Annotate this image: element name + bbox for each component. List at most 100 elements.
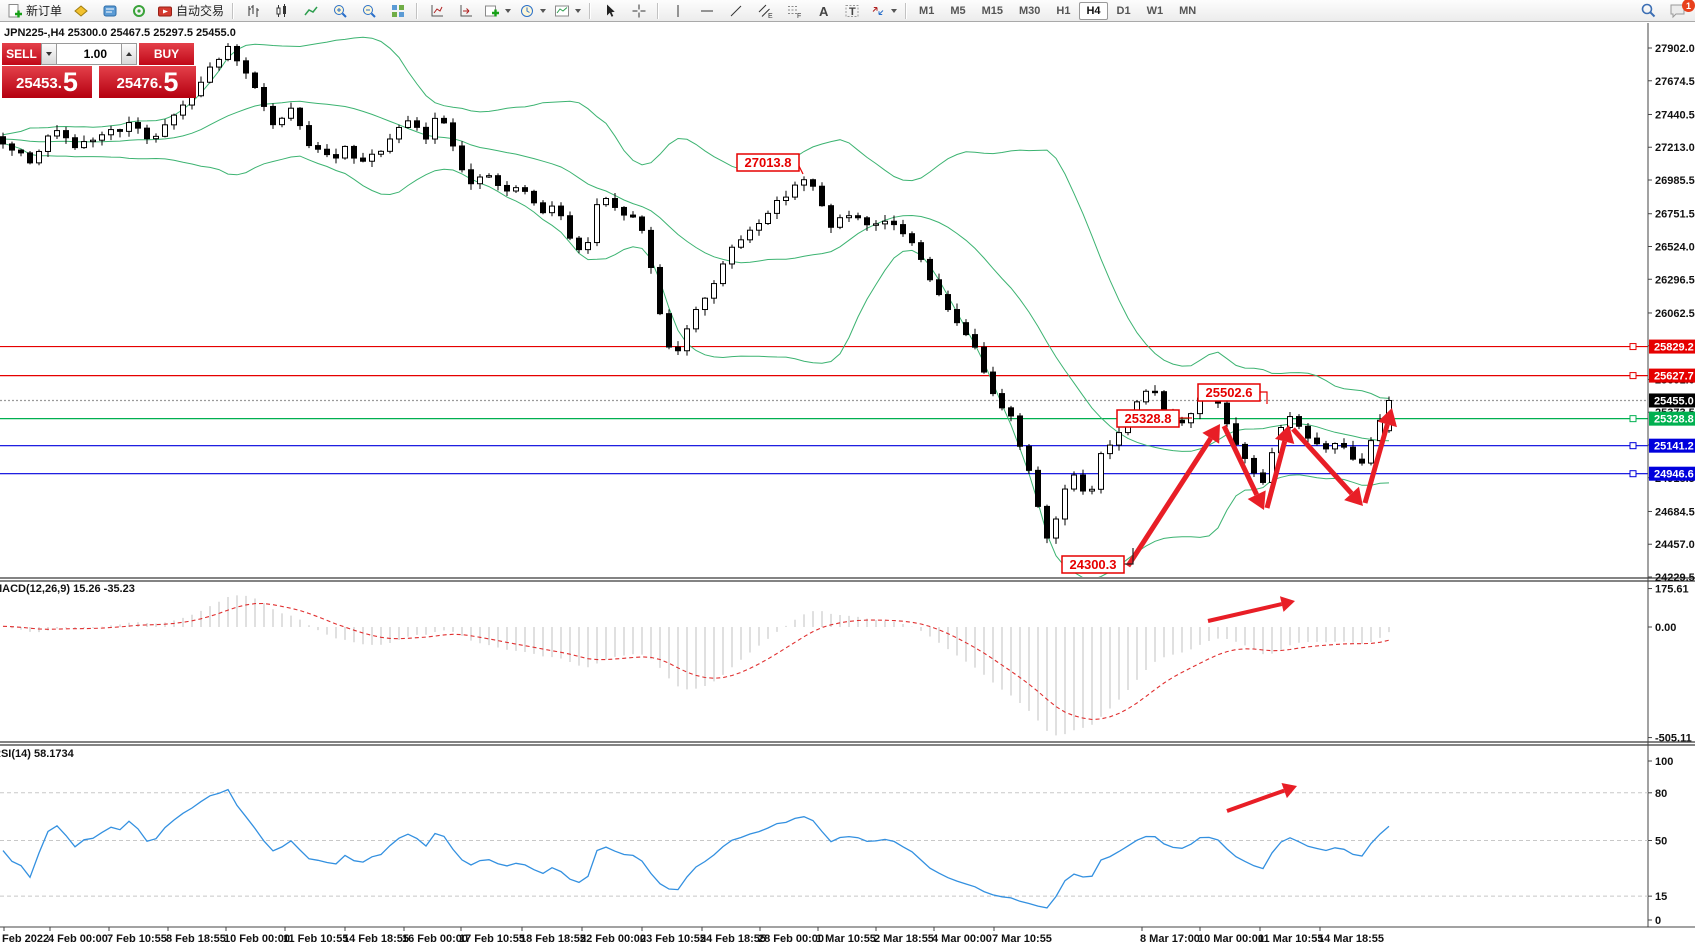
add-indicator-icon [485, 5, 500, 16]
svg-text:24229.5: 24229.5 [1655, 572, 1695, 584]
bollinger-lower-band [2, 142, 1390, 577]
periods-button[interactable] [515, 0, 550, 21]
symbol-ohlc-info: JPN225-,H4 25300.0 25467.5 25297.5 25455… [4, 27, 236, 39]
buy-price-display[interactable]: 25476. 5 [99, 66, 196, 98]
svg-text:25141.2: 25141.2 [1654, 441, 1694, 453]
horizontal-level-lines[interactable] [0, 343, 1648, 478]
timeframe-m5-button[interactable]: M5 [950, 4, 966, 17]
price-annotations[interactable]: 27013.8 25502.6 25328.8 24300.3 [736, 153, 1268, 574]
line-handle[interactable] [1629, 372, 1637, 380]
trend-arrow[interactable] [1125, 436, 1213, 568]
svg-text:7 Mar 10:55: 7 Mar 10:55 [992, 933, 1052, 945]
trend-arrow[interactable] [1362, 423, 1390, 504]
sell-price-display[interactable]: 25453. 5 [2, 66, 92, 98]
chart-shift-icon [431, 4, 443, 16]
editor-icon [73, 4, 88, 17]
volume-decrease-button[interactable] [41, 43, 57, 65]
chart-candles-button[interactable] [267, 0, 296, 21]
annotation-box[interactable] [1197, 383, 1261, 402]
svg-text:8 Mar 17:00: 8 Mar 17:00 [1140, 933, 1200, 945]
add-indicator-button[interactable] [480, 0, 515, 21]
trend-arrows[interactable] [1125, 408, 1397, 813]
svg-text:T: T [849, 6, 856, 18]
tile-windows-button[interactable] [383, 0, 412, 21]
annotation-box[interactable] [1061, 555, 1125, 574]
svg-text:8 Feb 18:55: 8 Feb 18:55 [166, 933, 226, 945]
trend-arrow[interactable] [1264, 440, 1288, 509]
macd-axis[interactable]: 175.61 0.00 -505.11 [1648, 584, 1692, 745]
bollinger-upper-band [2, 36, 1390, 399]
dropdown-caret [540, 8, 547, 13]
svg-text:27440.5: 27440.5 [1655, 109, 1695, 121]
line-handle[interactable] [1629, 415, 1637, 423]
toolbar-separator [589, 2, 592, 19]
signals-button[interactable] [124, 0, 153, 21]
fibonacci-tool-button[interactable]: F [779, 0, 808, 21]
autotrading-icon [158, 6, 173, 16]
chart-autoscroll-button[interactable] [451, 0, 480, 21]
new-order-button[interactable]: 新订单 [3, 0, 66, 21]
timeframe-mn-button[interactable]: MN [1179, 4, 1197, 17]
annotation-box[interactable] [1116, 409, 1180, 428]
search-button[interactable] [1634, 0, 1663, 21]
down-arrow-icon [46, 52, 52, 56]
channel-tool-button[interactable]: E [750, 0, 779, 21]
chart-bars-button[interactable] [238, 0, 267, 21]
svg-text:Feb 2022: Feb 2022 [2, 933, 49, 945]
cursor-tool-button[interactable] [595, 0, 624, 21]
annotation-text: 27013.8 [745, 155, 792, 170]
annotation-box[interactable] [736, 153, 800, 172]
templates-button[interactable] [550, 0, 585, 21]
trend-arrow[interactable] [1221, 424, 1259, 496]
timeframe-m15-button[interactable]: M15 [981, 4, 1003, 17]
zoom-out-button[interactable] [354, 0, 383, 21]
tile-windows-icon [391, 4, 404, 17]
crosshair-tool-button[interactable] [624, 0, 653, 21]
svg-text:25328.8: 25328.8 [1654, 414, 1694, 426]
volume-input[interactable] [57, 43, 121, 65]
notifications-button[interactable]: 1 [1663, 0, 1695, 21]
autotrading-button[interactable]: 自动交易 [153, 0, 228, 21]
trend-arrow[interactable] [1226, 788, 1285, 813]
editor-button[interactable] [66, 0, 95, 21]
sell-button[interactable]: SELL [2, 43, 41, 65]
vertical-line-tool-button[interactable] [663, 0, 692, 21]
annotation-text: 24300.3 [1070, 557, 1117, 572]
svg-text:25627.7: 25627.7 [1654, 371, 1694, 383]
equidistant-channel-icon: E [758, 4, 773, 19]
timeframe-m1-button[interactable]: M1 [919, 4, 935, 17]
line-handle[interactable] [1629, 470, 1637, 478]
macd-label: MACD(12,26,9) 15.26 -35.23 [0, 583, 135, 595]
timeframe-m30-button[interactable]: M30 [1019, 4, 1041, 17]
price-badge-25627.7 [1649, 368, 1695, 383]
market-button[interactable] [95, 0, 124, 21]
line-handle[interactable] [1629, 343, 1637, 351]
timeframe-w1-button[interactable]: W1 [1146, 4, 1164, 17]
zoom-in-button[interactable] [325, 0, 354, 21]
trendline-tool-button[interactable] [721, 0, 750, 21]
text-tool-button[interactable]: A [808, 0, 837, 21]
chart-line-button[interactable] [296, 0, 325, 21]
svg-text:17 Feb 10:55: 17 Feb 10:55 [459, 933, 525, 945]
arrows-tool-button[interactable] [866, 0, 901, 21]
price-axis[interactable]: 27902.0 27674.5 27440.5 27213.0 26985.5 26751… [1648, 43, 1695, 584]
chart-window[interactable]: JPN225-,H4 25300.0 25467.5 25297.5 25455… [0, 22, 1695, 947]
trend-arrow[interactable] [1291, 427, 1354, 496]
rsi-axis[interactable]: 100 80 50 15 0 [1648, 756, 1673, 927]
horizontal-line-tool-button[interactable] [692, 0, 721, 21]
text-label-tool-button[interactable]: T [837, 0, 866, 21]
buy-button[interactable]: BUY [139, 43, 194, 65]
volume-increase-button[interactable] [121, 43, 137, 65]
timeframe-d1-button[interactable]: D1 [1116, 4, 1131, 17]
chart-shift-button[interactable] [422, 0, 451, 21]
trendline-icon [730, 5, 741, 16]
svg-text:4 Mar 00:00: 4 Mar 00:00 [932, 933, 992, 945]
svg-text:27674.5: 27674.5 [1655, 76, 1695, 88]
trend-arrow[interactable] [1207, 602, 1283, 623]
timeframe-h1-button[interactable]: H1 [1056, 4, 1071, 17]
timeframe-h4-button[interactable]: H4 [1079, 1, 1108, 20]
price-chart-canvas[interactable]: 27902.0 27674.5 27440.5 27213.0 26985.5 26751… [0, 22, 1695, 947]
line-handle[interactable] [1629, 442, 1637, 450]
buy-price-pips: 5 [163, 67, 179, 97]
